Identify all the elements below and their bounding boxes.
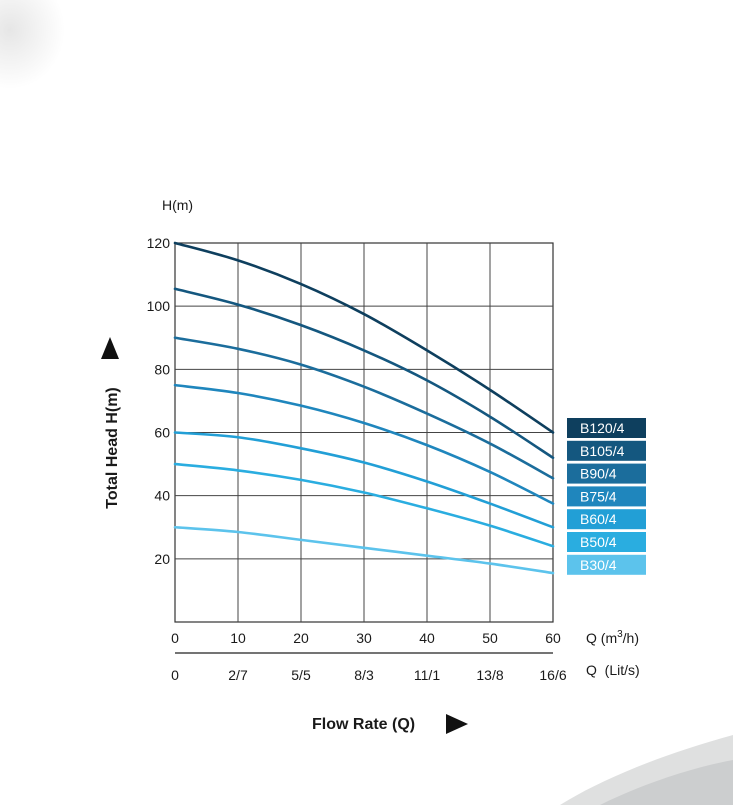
y-tick-labels: 120 100 80 60 40 20: [147, 235, 171, 567]
x-tick-label-secondary: 2/7: [228, 667, 248, 683]
x-tick-label-secondary: 13/8: [476, 667, 503, 683]
legend-label: B105/4: [580, 443, 625, 459]
legend-label: B50/4: [580, 534, 617, 550]
curves: [173, 241, 555, 575]
x-tick-label-secondary: 16/6: [539, 667, 566, 683]
y-axis-title-group: Total Head H(m): [104, 387, 121, 508]
series-line-b120-4: [173, 241, 555, 434]
series-line-b30-4: [173, 525, 555, 575]
series-line-b50-4: [173, 462, 555, 548]
y-axis-title: Total Head H(m): [104, 387, 121, 508]
legend-swatch: [567, 463, 646, 484]
y-axis-arrow-icon: [101, 337, 119, 359]
x-tick-label-primary: 60: [545, 630, 561, 646]
legend-swatch: [567, 440, 646, 461]
legend: B120/4 B105/4 B90/4 B75/4 B60/4 B50/4 B30/4: [567, 418, 646, 575]
legend-label: B90/4: [580, 466, 617, 482]
legend-swatch: [567, 554, 646, 575]
series-line-b90-4: [173, 336, 555, 480]
x-tick-label-primary: 10: [230, 630, 246, 646]
y-tick-label: 20: [154, 551, 170, 567]
y-tick-label: 100: [147, 298, 171, 314]
legend-label: B120/4: [580, 420, 625, 436]
x-axis-title: Flow Rate (Q): [312, 716, 415, 733]
y-tick-label: 40: [154, 488, 170, 504]
grid: [174, 242, 554, 623]
y-tick-label: 80: [154, 361, 170, 377]
x-tick-label-primary: 0: [171, 630, 179, 646]
x-unit-primary: Q (m3/h): [586, 629, 639, 646]
x-tick-label-secondary: 5/5: [291, 667, 311, 683]
x-axis-arrow-icon: [446, 714, 468, 734]
x-unit-secondary: Q (Lit/s): [586, 662, 640, 678]
series-line-b105-4: [173, 287, 555, 460]
x-tick-label-primary: 20: [293, 630, 309, 646]
series-line-b75-4: [173, 383, 555, 505]
x-tick-label-primary: 40: [419, 630, 435, 646]
legend-swatch: [567, 509, 646, 530]
x-tick-label-secondary: 0: [171, 667, 179, 683]
background-swoosh-highlight: [600, 760, 733, 805]
legend-swatch: [567, 418, 646, 438]
x-tick-label-primary: 50: [482, 630, 498, 646]
x-tick-label-secondary: 8/3: [354, 667, 374, 683]
y-tick-label: 120: [147, 235, 171, 251]
legend-label: B75/4: [580, 488, 617, 504]
x-tick-label-secondary: 11/1: [414, 667, 440, 683]
y-unit-label: H(m): [162, 197, 193, 213]
x-tick-label-primary: 30: [356, 630, 372, 646]
x-tick-labels-secondary: 0 2/7 5/5 8/3 11/1 13/8 16/6: [171, 667, 567, 683]
legend-label: B30/4: [580, 557, 617, 573]
legend-swatch: [567, 532, 646, 552]
legend-swatch: [567, 486, 646, 507]
legend-label: B60/4: [580, 511, 617, 527]
x-tick-labels-primary: 0 10 20 30 40 50 60: [171, 630, 561, 646]
series-line-b60-4: [173, 431, 555, 529]
y-tick-label: 60: [154, 425, 170, 441]
